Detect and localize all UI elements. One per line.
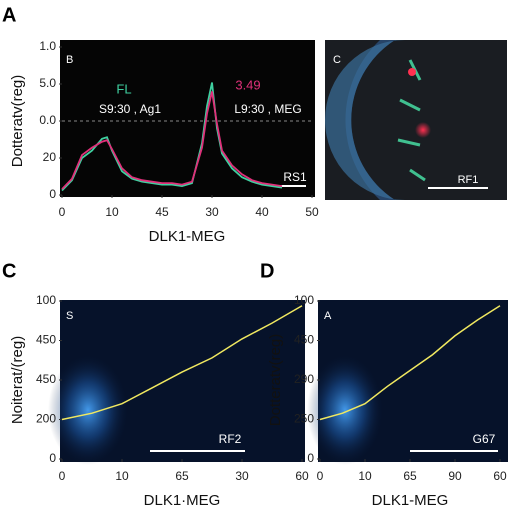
y-tick-label: 100	[36, 293, 56, 307]
annotation: RS1	[283, 170, 307, 184]
y-tick-label: 0	[307, 451, 314, 465]
panel-a-background	[60, 40, 315, 197]
x-tick-label: 60	[493, 469, 507, 483]
y-tick-label: 450	[36, 333, 56, 347]
x-tick-label: 60	[295, 469, 309, 483]
panel-d-glow	[307, 355, 383, 465]
y-tick-label: 450	[294, 333, 314, 347]
data-line	[61, 82, 283, 192]
y-tick-label: 250	[294, 412, 314, 426]
x-tick-label: 10	[115, 469, 129, 483]
x-tick-label: 65	[175, 469, 189, 483]
y-tick-label: 200	[36, 412, 56, 426]
y-tick-label: 0.0	[39, 113, 56, 127]
x-axis-label: DLK1-MEG	[372, 492, 449, 509]
annotation: RF2	[219, 432, 242, 446]
annotation: S9:30 , Ag1	[99, 102, 161, 116]
data-line	[319, 305, 501, 421]
inset-label: A	[324, 310, 332, 322]
x-axis-label: DLK1-MEG	[149, 228, 226, 245]
x-tick-label: 30	[205, 205, 219, 219]
y-tick-label: 100	[294, 293, 314, 307]
panel-letter: D	[260, 260, 274, 282]
x-tick-label: 10	[105, 205, 119, 219]
inset-label: C	[333, 54, 341, 66]
inset-label: S	[66, 310, 73, 322]
scale-label: RF1	[458, 174, 479, 186]
annotation: L9:30 , MEG	[234, 102, 301, 116]
x-tick-label: 90	[448, 469, 462, 483]
x-tick-label: 45	[155, 205, 169, 219]
y-tick-label: 5.0	[39, 76, 56, 90]
y-axis-label: Noiterat/(reg)	[9, 336, 26, 424]
data-line	[61, 305, 303, 421]
annotation: G67	[473, 432, 496, 446]
panel-letter: A	[2, 4, 16, 26]
panel-b-structure	[325, 40, 488, 200]
x-tick-label: 0	[317, 469, 324, 483]
y-tick-label: 20	[43, 150, 57, 164]
y-tick-label: 0	[49, 451, 56, 465]
y-tick-label: 450	[36, 372, 56, 386]
x-tick-label: 40	[255, 205, 269, 219]
x-tick-label: 10	[358, 469, 372, 483]
legend-entry: 3.49	[235, 77, 260, 92]
legend-entry: FL	[116, 81, 131, 96]
x-axis-label: DLK1·MEG	[144, 492, 221, 509]
x-tick-label: 0	[59, 469, 66, 483]
panel-c-glow	[48, 355, 128, 465]
y-tick-label: 290	[294, 372, 314, 386]
x-tick-label: 0	[59, 205, 66, 219]
y-tick-label: 0	[49, 187, 56, 201]
y-tick-label: 1.0	[39, 39, 56, 53]
x-tick-label: 65	[403, 469, 417, 483]
panel-letter: C	[2, 260, 16, 282]
inset-label: B	[66, 54, 73, 66]
x-tick-label: 30	[235, 469, 249, 483]
y-axis-label: Dotteratv(reg)	[267, 334, 284, 427]
x-tick-label: 50	[305, 205, 319, 219]
data-line	[61, 91, 283, 190]
y-axis-label: Dotteratv(reg)	[9, 75, 26, 168]
